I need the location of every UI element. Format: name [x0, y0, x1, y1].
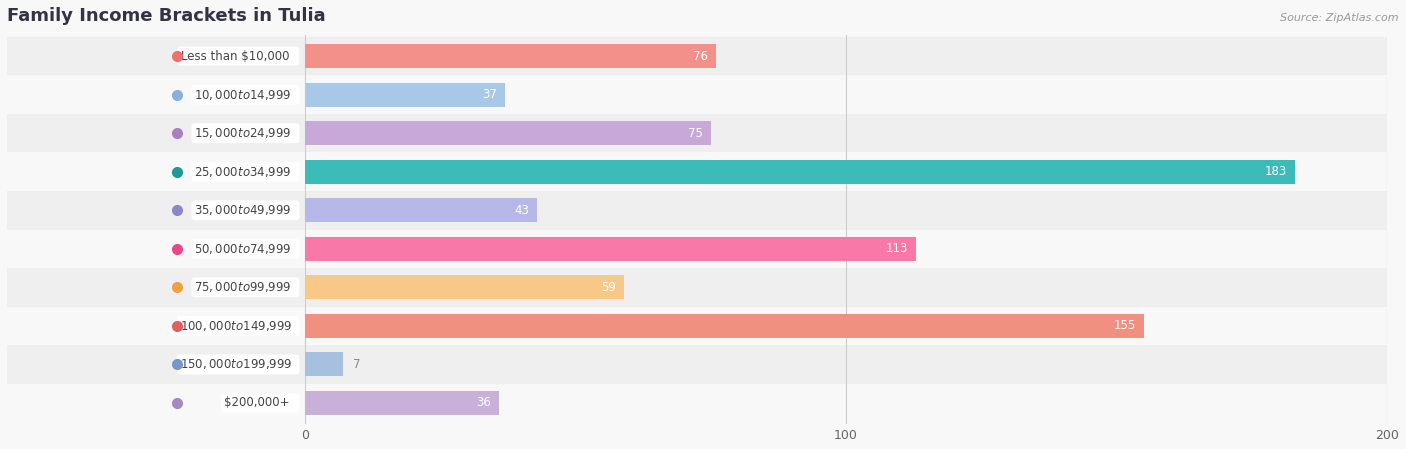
Text: 43: 43	[515, 204, 529, 217]
Text: 76: 76	[693, 49, 707, 62]
Bar	[7, 37, 1388, 75]
Bar	[7, 191, 1388, 229]
Bar	[7, 152, 1388, 191]
Text: $200,000+: $200,000+	[224, 396, 297, 409]
Text: 113: 113	[886, 242, 908, 255]
Bar	[7, 114, 1388, 152]
Text: Source: ZipAtlas.com: Source: ZipAtlas.com	[1281, 13, 1399, 23]
Text: Less than $10,000: Less than $10,000	[180, 49, 297, 62]
Text: $100,000 to $149,999: $100,000 to $149,999	[180, 319, 297, 333]
Bar	[305, 83, 505, 106]
Text: Family Income Brackets in Tulia: Family Income Brackets in Tulia	[7, 7, 326, 25]
Bar	[7, 384, 1388, 422]
Bar	[305, 391, 499, 415]
Text: 183: 183	[1265, 165, 1286, 178]
Bar	[305, 121, 710, 145]
Bar	[7, 75, 1388, 114]
Text: 36: 36	[477, 396, 491, 409]
Bar	[7, 307, 1388, 345]
Text: $25,000 to $34,999: $25,000 to $34,999	[194, 165, 297, 179]
Bar	[7, 345, 1388, 384]
Text: $10,000 to $14,999: $10,000 to $14,999	[194, 88, 297, 101]
Bar	[305, 275, 624, 299]
Bar	[305, 198, 537, 222]
Bar	[305, 237, 917, 261]
Bar	[305, 352, 343, 376]
Text: $15,000 to $24,999: $15,000 to $24,999	[194, 126, 297, 140]
Text: $150,000 to $199,999: $150,000 to $199,999	[180, 357, 297, 371]
Text: $50,000 to $74,999: $50,000 to $74,999	[194, 242, 297, 256]
Text: 155: 155	[1114, 319, 1136, 332]
Text: 59: 59	[600, 281, 616, 294]
Bar	[7, 229, 1388, 268]
Text: $35,000 to $49,999: $35,000 to $49,999	[194, 203, 297, 217]
Text: 7: 7	[353, 358, 361, 371]
Bar	[305, 44, 716, 68]
Text: $75,000 to $99,999: $75,000 to $99,999	[194, 280, 297, 295]
Bar	[305, 160, 1295, 184]
Text: 37: 37	[482, 88, 496, 101]
Bar	[7, 268, 1388, 307]
Text: 75: 75	[688, 127, 703, 140]
Bar	[305, 314, 1143, 338]
